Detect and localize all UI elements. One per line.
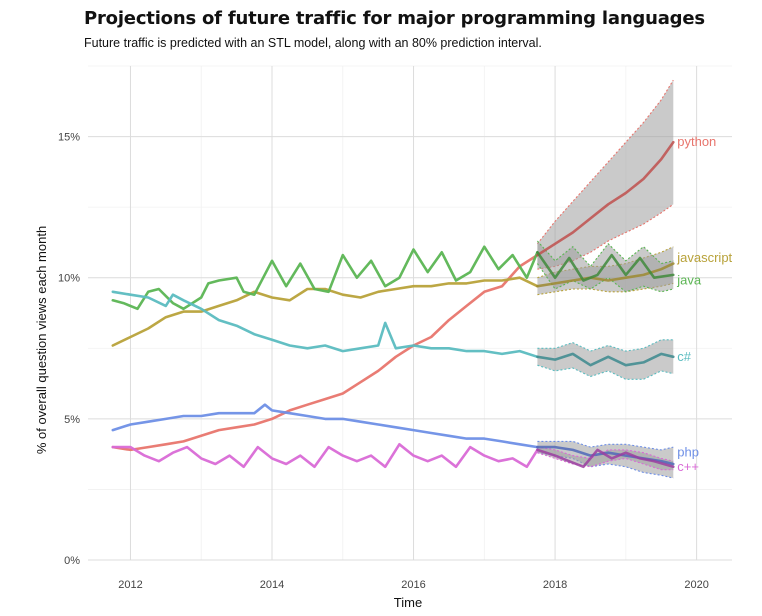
band-lower-java: [536, 263, 674, 293]
series-line-php: [111, 403, 539, 449]
prediction-band-python: [537, 80, 674, 270]
series-label-c#: c#: [677, 349, 692, 364]
x-tick-label: 2012: [118, 579, 142, 591]
series-line-python: [111, 253, 539, 452]
band-upper-java: [536, 240, 674, 268]
y-axis-title: % of overall question views each month: [34, 226, 49, 454]
y-tick-label: 10%: [58, 273, 80, 285]
forecast-line-c#: [536, 352, 675, 367]
prediction-band-java: [537, 241, 674, 292]
series-label-python: python: [677, 134, 716, 149]
chart-subtitle: Future traffic is predicted with an STL …: [84, 36, 542, 50]
forecast-line-python: [536, 140, 675, 257]
series-label-c++: c++: [677, 459, 699, 474]
series-line-java: [111, 245, 539, 311]
x-tick-label: 2018: [543, 579, 567, 591]
x-tick-label: 2020: [684, 579, 708, 591]
band-lower-c++: [537, 452, 674, 471]
x-tick-label: 2014: [260, 579, 284, 591]
prediction-band-c++: [537, 447, 674, 470]
y-tick-label: 0%: [64, 555, 80, 567]
series-line-javascript: [111, 276, 539, 347]
series-lines: [111, 140, 675, 469]
series-line-c#: [111, 290, 539, 359]
band-upper-python: [536, 79, 674, 245]
y-tick-label: 15%: [58, 132, 80, 144]
chart-title: Projections of future traffic for major …: [84, 8, 705, 29]
forecast-line-javascript: [536, 262, 675, 288]
y-tick-label: 5%: [64, 414, 80, 426]
axis-ticks: 2012 2014 2016 2018 2020 0% 5% 10% 15%: [58, 132, 709, 591]
series-label-php: php: [677, 445, 699, 460]
forecast-line-java: [536, 251, 675, 282]
forecast-line-c++: [536, 448, 675, 469]
grid-lines: [88, 65, 732, 561]
series-label-java: java: [676, 273, 702, 288]
x-axis-title: Time: [394, 595, 422, 610]
series-label-javascript: javascript: [676, 250, 732, 265]
series-line-c++: [111, 443, 539, 469]
band-lower-c#: [537, 364, 674, 380]
band-upper-c++: [537, 446, 674, 462]
x-tick-label: 2016: [401, 579, 425, 591]
band-lower-php: [537, 452, 674, 479]
